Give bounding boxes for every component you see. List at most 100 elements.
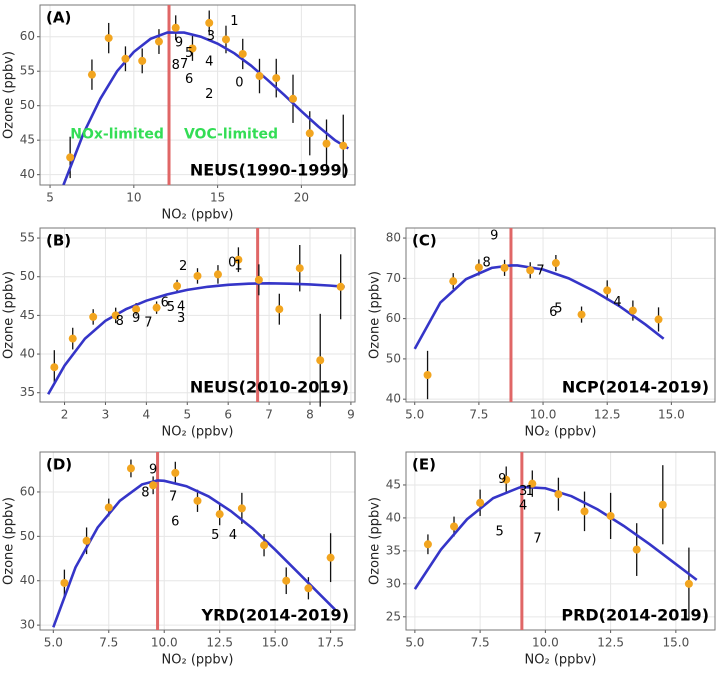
- data-point: [528, 479, 537, 488]
- data-point: [476, 498, 485, 507]
- data-point: [260, 541, 269, 550]
- regime-note: NOx-limited: [70, 127, 164, 143]
- data-point: [502, 475, 511, 484]
- point-label: 5: [211, 528, 219, 543]
- point-label: 7: [169, 489, 177, 504]
- data-point: [215, 510, 224, 519]
- data-point: [213, 270, 222, 279]
- data-point: [138, 56, 147, 65]
- point-label: 4: [229, 528, 237, 543]
- data-point: [474, 263, 483, 272]
- panel-label: (D): [46, 456, 72, 474]
- point-label: 7: [144, 316, 152, 331]
- y-tick-label: 25: [386, 609, 401, 623]
- plot-frame: [39, 4, 356, 186]
- y-tick-label: 70: [386, 271, 401, 285]
- point-label: 9: [149, 462, 157, 477]
- x-tick-label: 7.5: [469, 408, 488, 422]
- x-tick-label: 5.0: [405, 408, 424, 422]
- data-point: [554, 490, 563, 499]
- y-tick-label: 55: [20, 231, 35, 245]
- y-tick-label: 45: [386, 477, 401, 491]
- y-tick-label: 45: [20, 133, 35, 147]
- data-point: [104, 34, 113, 43]
- point-label: 9: [132, 311, 140, 326]
- panel-label: (C): [412, 232, 437, 250]
- data-point: [684, 579, 693, 588]
- data-point: [654, 315, 663, 324]
- x-tick-label: 20: [294, 191, 309, 205]
- y-axis-title: Ozone (ppbv): [368, 271, 383, 359]
- data-point: [205, 18, 214, 27]
- plot-frame: [39, 451, 356, 631]
- data-point: [295, 264, 304, 273]
- point-label: 4: [519, 499, 527, 514]
- data-point: [304, 584, 313, 593]
- point-label: 9: [498, 472, 506, 487]
- plot-frame: [405, 227, 716, 403]
- x-tick-label: 10: [126, 191, 141, 205]
- y-tick-label: 50: [386, 351, 401, 365]
- data-point: [275, 305, 284, 314]
- data-point: [423, 371, 432, 380]
- data-point: [171, 468, 180, 477]
- point-label: 5: [554, 301, 562, 316]
- point-label: 8: [141, 485, 149, 500]
- y-tick-label: 60: [386, 311, 401, 325]
- region-label: NEUS(1990-1999): [190, 161, 349, 180]
- data-point: [551, 259, 560, 268]
- y-tick-label: 40: [20, 167, 35, 181]
- region-label: PRD(2014-2019): [561, 606, 709, 625]
- data-point: [193, 271, 202, 280]
- y-tick-label: 40: [386, 392, 401, 406]
- point-label: 1: [526, 484, 534, 499]
- y-tick-label: 35: [20, 385, 35, 399]
- x-tick-label: 5: [183, 408, 191, 422]
- x-tick-label: 15: [210, 191, 225, 205]
- panel-label: (E): [412, 456, 436, 474]
- data-point: [221, 35, 230, 44]
- y-tick-label: 60: [20, 484, 35, 498]
- data-point: [238, 49, 247, 58]
- data-point: [132, 305, 141, 314]
- x-axis-title: NO₂ (ppbv): [525, 425, 597, 440]
- data-point: [193, 496, 202, 505]
- x-tick-label: 15.0: [662, 636, 689, 650]
- x-tick-label: 12.5: [594, 408, 621, 422]
- y-axis-title: Ozone (ppbv): [2, 271, 17, 359]
- point-label: 4: [177, 299, 185, 314]
- point-label: 3: [177, 311, 185, 326]
- data-point: [336, 282, 345, 291]
- x-tick-label: 10.0: [151, 636, 178, 650]
- data-point: [322, 139, 331, 148]
- x-tick-label: 2: [61, 408, 69, 422]
- data-point: [188, 44, 197, 53]
- y-tick-label: 50: [20, 98, 35, 112]
- y-tick-label: 40: [20, 347, 35, 361]
- point-label: 1: [230, 14, 238, 29]
- x-tick-label: 5: [46, 191, 54, 205]
- y-tick-label: 55: [20, 64, 35, 78]
- x-tick-label: 5.0: [405, 636, 424, 650]
- data-point: [121, 54, 130, 63]
- region-label: YRD(2014-2019): [200, 606, 349, 625]
- data-point: [126, 464, 135, 473]
- data-point: [237, 504, 246, 513]
- data-point: [305, 129, 314, 138]
- y-tick-label: 40: [386, 510, 401, 524]
- x-tick-label: 15.0: [658, 408, 685, 422]
- x-tick-label: 17.5: [317, 636, 344, 650]
- data-point: [316, 356, 325, 365]
- panel-label: (A): [46, 9, 71, 27]
- region-label: NEUS(2010-2019): [190, 378, 349, 397]
- x-tick-label: 9: [347, 408, 355, 422]
- data-point: [326, 553, 335, 562]
- x-tick-label: 12.5: [597, 636, 624, 650]
- y-axis-title: Ozone (ppbv): [368, 497, 383, 585]
- data-point: [255, 72, 264, 81]
- plot-area: [40, 5, 355, 185]
- point-label: 5: [167, 300, 175, 315]
- data-point: [68, 334, 77, 343]
